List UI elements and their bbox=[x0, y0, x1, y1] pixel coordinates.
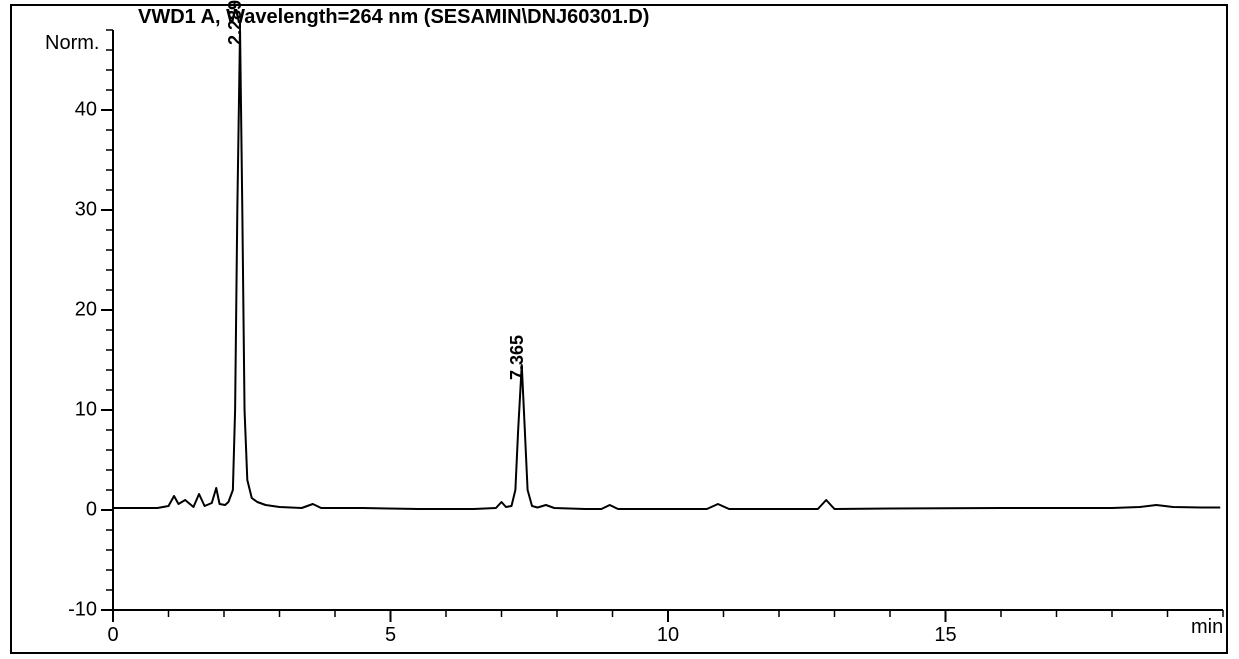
x-tick-label: 10 bbox=[657, 624, 679, 647]
chromatogram-trace bbox=[113, 30, 1220, 509]
x-tick-label: 0 bbox=[107, 624, 118, 647]
y-tick-label: 40 bbox=[53, 99, 97, 122]
y-tick-label: 0 bbox=[53, 499, 97, 522]
chromatogram-svg bbox=[0, 0, 1239, 659]
y-tick-label: 30 bbox=[53, 199, 97, 222]
x-tick-label: 15 bbox=[934, 624, 956, 647]
x-tick-label: 5 bbox=[385, 624, 396, 647]
peak-label: 7.365 bbox=[507, 335, 528, 380]
peak-label: 2.289 bbox=[225, 0, 246, 45]
y-tick-label: -10 bbox=[53, 599, 97, 622]
y-tick-label: 10 bbox=[53, 399, 97, 422]
y-tick-label: 20 bbox=[53, 299, 97, 322]
